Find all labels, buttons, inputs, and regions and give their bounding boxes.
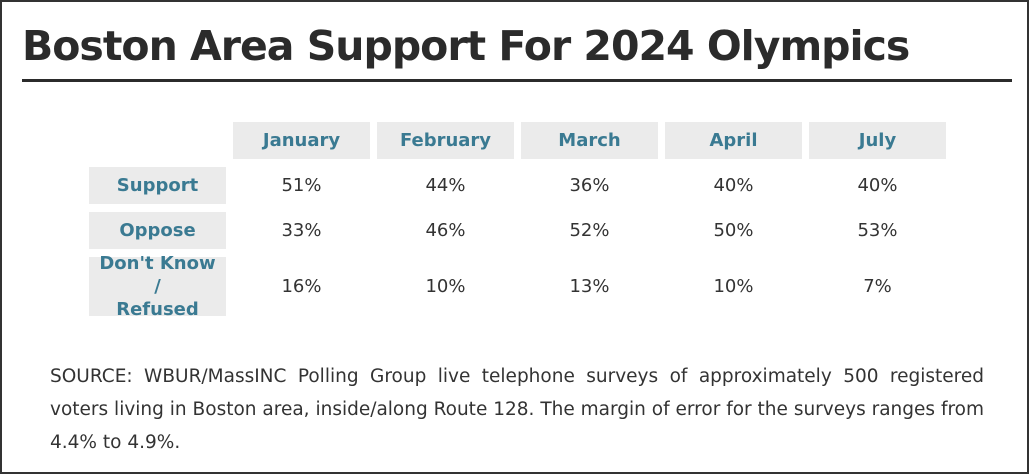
column-header-july: July	[809, 122, 946, 159]
column-header-february: February	[377, 122, 514, 159]
table-cell: 53%	[857, 220, 898, 241]
table-cell: 13%	[569, 276, 610, 297]
table-cell: 52%	[569, 220, 610, 241]
row-label-oppose: Oppose	[89, 212, 226, 249]
table-cell: 10%	[425, 276, 466, 297]
table-cell: 36%	[569, 175, 610, 196]
table-cell: 33%	[281, 220, 322, 241]
table-cell: 51%	[281, 175, 322, 196]
column-header-march: March	[521, 122, 658, 159]
row-label-dont-know: Don't Know / Refused	[89, 253, 226, 320]
corner-cell	[89, 122, 226, 159]
table-cell: 16%	[281, 276, 322, 297]
table-cell: 10%	[713, 276, 754, 297]
title-underline	[22, 79, 1012, 82]
row-label-dont-know-line2: Refused	[116, 299, 199, 320]
column-header-april: April	[665, 122, 802, 159]
poll-table: January February March April July Suppor…	[89, 122, 946, 320]
row-label-support: Support	[89, 167, 226, 204]
chart-title: Boston Area Support For 2024 Olympics	[22, 22, 910, 70]
table-cell: 7%	[863, 276, 892, 297]
table-cell: 40%	[857, 175, 898, 196]
column-header-january: January	[233, 122, 370, 159]
table-cell: 50%	[713, 220, 754, 241]
row-label-dont-know-line1: Don't Know /	[99, 253, 216, 297]
source-note: SOURCE: WBUR/MassINC Polling Group live …	[50, 366, 984, 453]
table-cell: 40%	[713, 175, 754, 196]
table-cell: 46%	[425, 220, 466, 241]
table-cell: 44%	[425, 175, 466, 196]
